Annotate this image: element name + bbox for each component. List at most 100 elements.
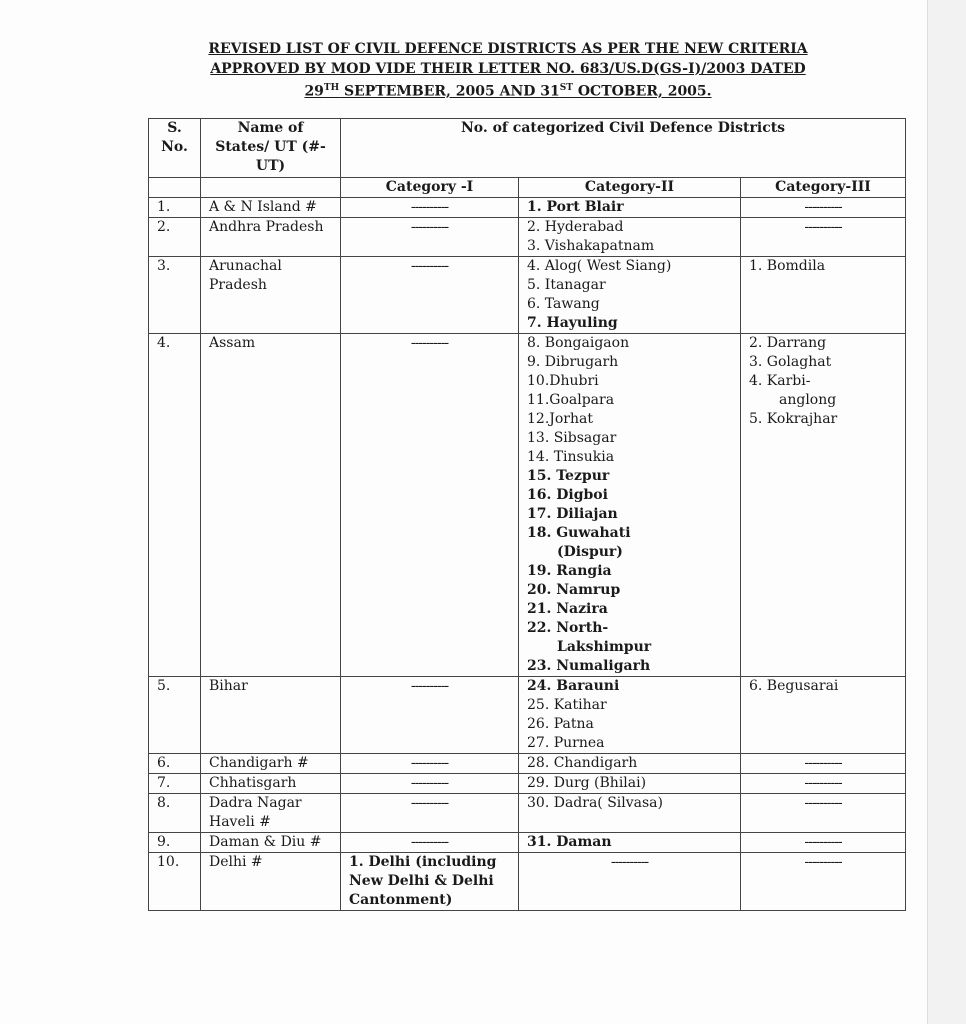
district-item: 17. Diliajan: [527, 506, 618, 522]
category-cell: 31. Daman: [518, 832, 741, 853]
sno-cell: 9.: [148, 832, 201, 853]
district-item: 23. Numaligarh: [527, 658, 651, 674]
district-item: 31. Daman: [527, 834, 612, 850]
state-cell: Bihar: [200, 676, 341, 754]
superscript: ST: [559, 83, 573, 93]
superscript: TH: [323, 83, 340, 93]
district-item: 18. Guwahati: [527, 525, 631, 541]
category-cell: 24. Barauni 25. Katihar 26. Patna 27. Purne…: [518, 676, 741, 754]
sno-cell: 1.: [148, 197, 201, 218]
state-cell: Chandigarh #: [200, 753, 341, 774]
table-row: 1. A & N Island # ---------- 1. Port Blair -…: [148, 197, 907, 218]
category-cell: ----------: [739, 852, 907, 911]
sno-cell: 4.: [148, 333, 201, 677]
empty-cell: [200, 177, 341, 198]
table-row: 8. Dadra Nagar Haveli # ---------- 30. Dadr…: [148, 793, 907, 833]
district-item: 13. Sibsagar: [527, 430, 617, 446]
district-item: 12.Jorhat: [527, 411, 593, 427]
category-row: Category -I Category-II Category-III: [148, 177, 907, 198]
category-cell: 8. Bongaigaon 9. Dibrugarh 10.Dhubri 11.Goa…: [518, 333, 741, 677]
category-cell: ----------: [739, 197, 907, 218]
district-item: (Dispur): [557, 544, 623, 560]
title-text: REVISED LIST OF CIVIL DEFENCE DISTRICTS …: [208, 41, 808, 57]
table-row: 2. Andhra Pradesh ---------- 2. Hyderabad 3.…: [148, 217, 907, 257]
category-cell: ----------: [739, 773, 907, 794]
district-item: ----------: [804, 834, 842, 850]
district-item: 6. Tawang: [527, 296, 600, 312]
district-item: ----------: [410, 258, 449, 274]
district-item: ----------: [410, 755, 449, 771]
sno-cell: 10.: [148, 852, 201, 911]
district-item: 28. Chandigarh: [527, 755, 638, 771]
category-cell: ----------: [739, 753, 907, 774]
header-row: S. No. Name of States/ UT (#-UT) No. of …: [148, 118, 907, 178]
district-item: 5. Itanagar: [527, 277, 606, 293]
district-item: 21. Nazira: [527, 601, 608, 617]
table-row: 5. Bihar ---------- 24. Barauni 25. Katihar 2…: [148, 676, 907, 754]
title-line: REVISED LIST OF CIVIL DEFENCE DISTRICTS …: [100, 40, 916, 60]
district-item: ----------: [410, 775, 449, 791]
title-text: APPROVED BY MOD VIDE THEIR LETTER NO. 68…: [210, 60, 806, 77]
district-item: ----------: [804, 199, 842, 215]
district-item: 14. Tinsukia: [527, 449, 615, 465]
table-row: 4. Assam ---------- 8. Bongaigaon 9. Dibruga…: [148, 333, 907, 677]
district-item: 2. Hyderabad: [527, 219, 624, 235]
category-cell: ----------: [739, 793, 907, 833]
state-cell: Chhatisgarh: [200, 773, 341, 794]
district-item: 11.Goalpara: [527, 392, 615, 408]
district-item: ----------: [410, 678, 449, 694]
district-item: 1. Port Blair: [527, 199, 624, 215]
district-item: 1. Delhi (including New Delhi & Delhi Ca…: [349, 854, 497, 908]
district-item: 10.Dhubri: [527, 373, 599, 389]
category-cell: 2. Hyderabad 3. Vishakapatnam: [518, 217, 741, 257]
district-item: 16. Digboi: [527, 487, 608, 503]
district-item: ----------: [410, 199, 449, 215]
category-header: Category -I: [340, 177, 519, 198]
category-cell: ----------: [340, 773, 519, 794]
state-cell: A & N Island #: [200, 197, 341, 218]
title-text: 29: [304, 83, 324, 100]
state-cell: Dadra Nagar Haveli #: [200, 793, 341, 833]
district-item: 27. Purnea: [527, 735, 605, 751]
district-item: 4. Karbi-: [749, 373, 811, 389]
table-row: 7. Chhatisgarh ---------- 29. Durg (Bhilai)…: [148, 773, 907, 794]
title-line: APPROVED BY MOD VIDE THEIR LETTER NO. 68…: [100, 60, 916, 80]
district-item: 24. Barauni: [527, 678, 620, 694]
state-cell: Andhra Pradesh: [200, 217, 341, 257]
category-cell: ----------: [739, 832, 907, 853]
document-title: REVISED LIST OF CIVIL DEFENCE DISTRICTS …: [100, 40, 916, 102]
district-item: ----------: [610, 854, 649, 870]
category-cell: ----------: [340, 333, 519, 677]
category-cell: 30. Dadra( Silvasa): [518, 793, 741, 833]
category-cell: 2. Darrang 3. Golaghat 4. Karbi-anglong 5. …: [739, 333, 907, 677]
district-item: 1. Bomdila: [749, 258, 826, 274]
category-cell: ----------: [340, 217, 519, 257]
district-item: 5. Kokrajhar: [749, 411, 838, 427]
district-item: 19. Rangia: [527, 563, 612, 579]
sno-cell: 8.: [148, 793, 201, 833]
category-cell: ----------: [340, 832, 519, 853]
district-item: 20. Namrup: [527, 582, 621, 598]
district-item: 6. Begusarai: [749, 678, 839, 694]
sno-cell: 6.: [148, 753, 201, 774]
district-item: ----------: [804, 755, 842, 771]
district-item: ----------: [410, 219, 449, 235]
district-item: ----------: [410, 834, 449, 850]
district-item: 3. Vishakapatnam: [527, 238, 655, 254]
districts-table: S. No. Name of States/ UT (#-UT) No. of …: [148, 118, 907, 911]
category-cell: ----------: [340, 753, 519, 774]
district-item: 15. Tezpur: [527, 468, 610, 484]
category-cell: 29. Durg (Bhilai): [518, 773, 741, 794]
district-item: ----------: [804, 854, 842, 870]
district-item: 29. Durg (Bhilai): [527, 775, 647, 791]
state-cell: Arunachal Pradesh: [200, 256, 341, 334]
table-row: 6. Chandigarh # ---------- 28. Chandigarh --…: [148, 753, 907, 774]
category-cell: 4. Alog( West Siang) 5. Itanagar 6. Tawang…: [518, 256, 741, 334]
category-cell: 6. Begusarai: [739, 676, 907, 754]
table-row: 3. Arunachal Pradesh ---------- 4. Alog( We…: [148, 256, 907, 334]
district-item: ----------: [410, 795, 449, 811]
table-row: 10. Delhi #1. Delhi (including New Delhi …: [148, 852, 907, 911]
district-item: 8. Bongaigaon: [527, 335, 630, 351]
district-item: ----------: [804, 795, 842, 811]
state-cell: Daman & Diu #: [200, 832, 341, 853]
